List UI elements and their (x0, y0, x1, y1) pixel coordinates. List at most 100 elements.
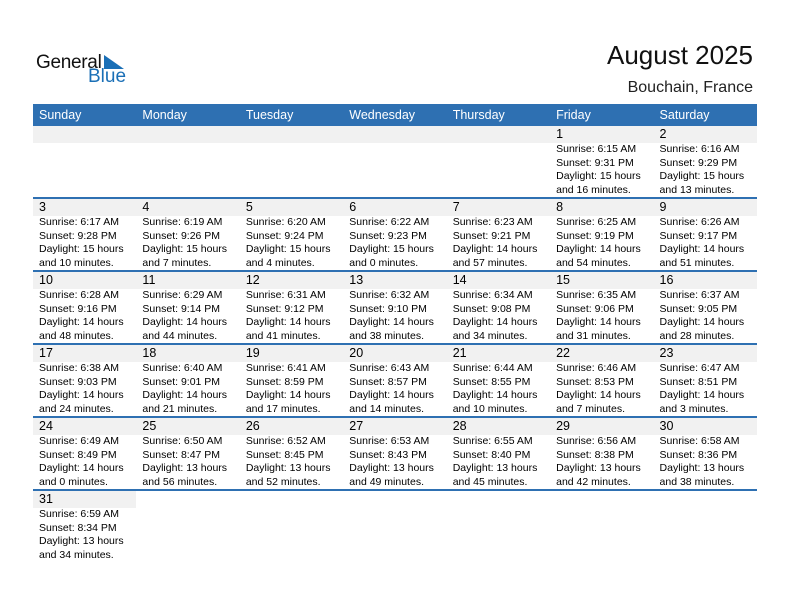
sunset-text: Sunset: 9:26 PM (142, 229, 221, 242)
day-cell: 5 Sunrise: 6:20 AM Sunset: 9:24 PM Daylight… (239, 199, 344, 270)
sunset-text: Sunset: 9:10 PM (349, 302, 427, 315)
day-number: 1 (550, 126, 654, 143)
sunrise-text: Sunrise: 6:20 AM (245, 216, 326, 228)
sunrise-text: Sunrise: 6:47 AM (659, 362, 740, 374)
sunset-text: Sunset: 8:53 PM (556, 375, 634, 388)
logo: General Blue (36, 52, 136, 88)
sunset-text: Sunset: 8:57 PM (349, 375, 427, 388)
sunrise-text: Sunrise: 6:15 AM (556, 143, 637, 155)
sunset-text: Sunset: 9:12 PM (245, 302, 324, 315)
day-number: 18 (136, 345, 240, 362)
daylight2-text: and 41 minutes. (245, 329, 321, 342)
sunrise-text: Sunrise: 6:17 AM (39, 216, 119, 228)
daylight1-text: Daylight: 14 hours (659, 316, 745, 328)
day-cell: 12 Sunrise: 6:31 AM Sunset: 9:12 PM Dayligh… (239, 272, 344, 343)
daylight2-text: and 16 minutes. (556, 183, 631, 196)
week-row: 3 Sunrise: 6:17 AM Sunset: 9:28 PM Daylight… (33, 199, 757, 272)
sunset-text: Sunset: 8:45 PM (245, 448, 324, 461)
day-cell: 31 Sunrise: 6:59 AM Sunset: 8:34 PM Dayligh… (33, 491, 137, 564)
day-number: 23 (653, 345, 757, 362)
daylight2-text: and 42 minutes. (556, 475, 631, 488)
sunrise-text: Sunrise: 6:50 AM (142, 435, 223, 447)
empty-day-number (33, 126, 137, 143)
day-number: 25 (136, 418, 240, 435)
daylight1-text: Daylight: 15 hours (245, 243, 331, 255)
daylight2-text: and 52 minutes. (245, 475, 321, 488)
weekday-header: Sunday Monday Tuesday Wednesday Thursday Frid… (33, 104, 757, 126)
daylight2-text: and 0 minutes. (39, 475, 108, 488)
day-cell: 29 Sunrise: 6:56 AM Sunset: 8:38 PM Dayligh… (550, 418, 654, 489)
weekday-thursday: Thursday (452, 108, 505, 122)
day-number: 27 (343, 418, 447, 435)
daylight1-text: Daylight: 14 hours (39, 316, 124, 328)
day-cell: 18 Sunrise: 6:40 AM Sunset: 9:01 PM Dayligh… (136, 345, 240, 416)
sunrise-text: Sunrise: 6:56 AM (556, 435, 637, 447)
weekday-saturday: Saturday (659, 108, 710, 122)
day-cell (343, 491, 446, 564)
daylight1-text: Daylight: 15 hours (556, 170, 641, 182)
daylight1-text: Daylight: 15 hours (39, 243, 124, 255)
day-cell (239, 126, 344, 197)
daylight2-text: and 0 minutes. (349, 256, 419, 269)
daylight1-text: Daylight: 14 hours (659, 243, 745, 255)
day-cell: 17 Sunrise: 6:38 AM Sunset: 9:03 PM Dayligh… (33, 345, 137, 416)
sunrise-text: Sunrise: 6:53 AM (349, 435, 430, 447)
sunset-text: Sunset: 9:21 PM (452, 229, 531, 242)
sunset-text: Sunset: 9:29 PM (659, 156, 738, 169)
daylight1-text: Daylight: 14 hours (349, 316, 434, 328)
week-row: 10 Sunrise: 6:28 AM Sunset: 9:16 PM Dayligh… (33, 272, 757, 345)
day-cell: 22 Sunrise: 6:46 AM Sunset: 8:53 PM Dayligh… (550, 345, 654, 416)
day-cell (136, 491, 239, 564)
day-number: 24 (33, 418, 137, 435)
daylight1-text: Daylight: 14 hours (556, 316, 641, 328)
daylight1-text: Daylight: 14 hours (142, 316, 228, 328)
day-cell: 6 Sunrise: 6:22 AM Sunset: 9:23 PM Daylight… (343, 199, 447, 270)
sunrise-text: Sunrise: 6:22 AM (349, 216, 430, 228)
day-number: 22 (550, 345, 654, 362)
weekday-sunday: Sunday (39, 108, 82, 122)
weekday-tuesday: Tuesday (245, 108, 294, 122)
sunrise-text: Sunrise: 6:44 AM (452, 362, 533, 374)
daylight2-text: and 4 minutes. (245, 256, 315, 269)
sunset-text: Sunset: 8:59 PM (245, 375, 324, 388)
daylight1-text: Daylight: 14 hours (39, 389, 124, 401)
daylight2-text: and 38 minutes. (349, 329, 424, 342)
day-cell: 16 Sunrise: 6:37 AM Sunset: 9:05 PM Dayligh… (653, 272, 757, 343)
day-cell: 3 Sunrise: 6:17 AM Sunset: 9:28 PM Daylight… (33, 199, 137, 270)
daylight1-text: Daylight: 13 hours (452, 462, 538, 474)
daylight1-text: Daylight: 13 hours (556, 462, 641, 474)
sunset-text: Sunset: 8:47 PM (142, 448, 221, 461)
sunrise-text: Sunrise: 6:29 AM (142, 289, 223, 301)
day-number: 21 (446, 345, 551, 362)
day-number: 26 (239, 418, 344, 435)
daylight1-text: Daylight: 14 hours (556, 389, 641, 401)
sunset-text: Sunset: 9:24 PM (245, 229, 324, 242)
sunset-text: Sunset: 9:14 PM (142, 302, 221, 315)
day-number: 28 (446, 418, 551, 435)
day-number: 9 (653, 199, 757, 216)
daylight2-text: and 34 minutes. (452, 329, 528, 342)
sunrise-text: Sunrise: 6:59 AM (39, 508, 119, 520)
day-number: 29 (550, 418, 654, 435)
daylight1-text: Daylight: 14 hours (452, 243, 538, 255)
day-number: 19 (239, 345, 344, 362)
sunset-text: Sunset: 9:19 PM (556, 229, 634, 242)
day-number: 14 (446, 272, 551, 289)
daylight2-text: and 21 minutes. (142, 402, 218, 415)
day-cell: 4 Sunrise: 6:19 AM Sunset: 9:26 PM Daylight… (136, 199, 240, 270)
sunrise-text: Sunrise: 6:52 AM (245, 435, 326, 447)
day-cell: 13 Sunrise: 6:32 AM Sunset: 9:10 PM Dayligh… (343, 272, 447, 343)
day-number: 30 (653, 418, 757, 435)
daylight1-text: Daylight: 14 hours (245, 389, 331, 401)
day-cell (447, 491, 550, 564)
weekday-monday: Monday (142, 108, 187, 122)
sunrise-text: Sunrise: 6:58 AM (659, 435, 740, 447)
week-row: 24 Sunrise: 6:49 AM Sunset: 8:49 PM Dayligh… (33, 418, 757, 491)
day-cell (446, 126, 551, 197)
empty-day-number (239, 126, 344, 143)
daylight2-text: and 24 minutes. (39, 402, 114, 415)
day-cell: 20 Sunrise: 6:43 AM Sunset: 8:57 PM Dayligh… (343, 345, 447, 416)
daylight2-text: and 57 minutes. (452, 256, 528, 269)
day-cell: 1 Sunrise: 6:15 AM Sunset: 9:31 PM Daylight… (550, 126, 654, 197)
day-cell: 21 Sunrise: 6:44 AM Sunset: 8:55 PM Dayligh… (446, 345, 551, 416)
